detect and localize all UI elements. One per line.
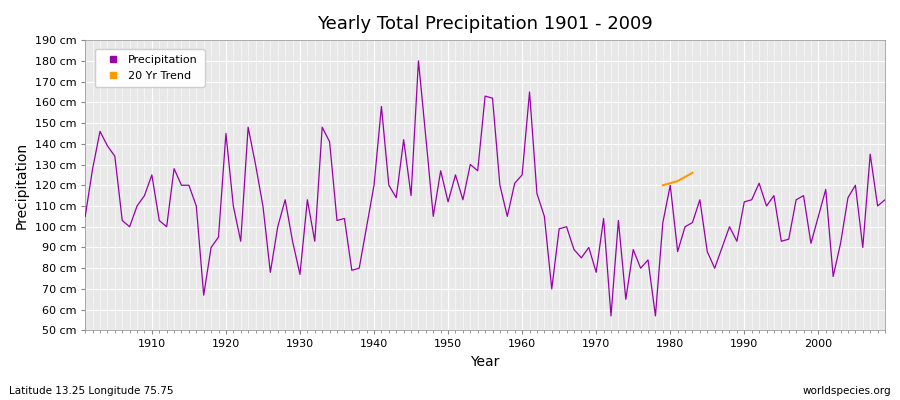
Legend: Precipitation, 20 Yr Trend: Precipitation, 20 Yr Trend (94, 48, 204, 88)
X-axis label: Year: Year (471, 355, 500, 369)
Title: Yearly Total Precipitation 1901 - 2009: Yearly Total Precipitation 1901 - 2009 (317, 15, 653, 33)
Text: Latitude 13.25 Longitude 75.75: Latitude 13.25 Longitude 75.75 (9, 386, 174, 396)
Y-axis label: Precipitation: Precipitation (15, 142, 29, 229)
Text: worldspecies.org: worldspecies.org (803, 386, 891, 396)
